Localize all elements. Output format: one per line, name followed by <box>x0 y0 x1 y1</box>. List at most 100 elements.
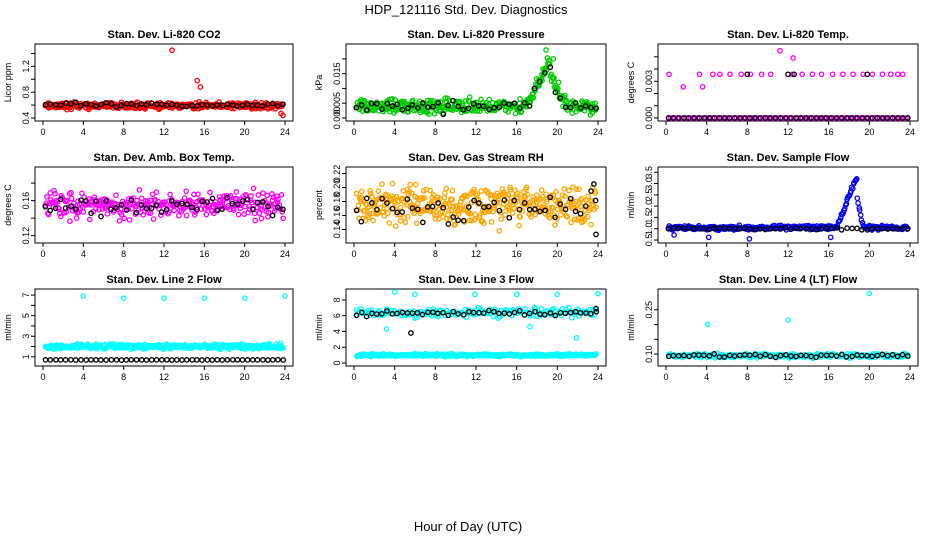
data-point <box>443 185 450 192</box>
x-tick-label: 4 <box>392 249 397 259</box>
y-tick-label: 0.20 <box>332 179 342 197</box>
data-point <box>167 191 173 198</box>
x-tick-label: 24 <box>593 127 603 137</box>
data-point <box>808 115 815 121</box>
data-point <box>485 203 492 210</box>
data-point <box>471 197 477 204</box>
data-point <box>690 225 697 232</box>
data-point <box>853 176 860 182</box>
series-dense <box>665 176 911 242</box>
y-tick-label: 6 <box>332 313 342 318</box>
data-point <box>150 216 157 222</box>
panel-line4: Stan. Dev. Line 4 (LT) Flow 0 4 8 12 16 20 24 0.… <box>626 274 919 382</box>
panel-title: Stan. Dev. Sample Flow <box>727 152 850 164</box>
data-point <box>695 352 702 358</box>
data-point <box>158 209 165 215</box>
data-point <box>389 103 396 109</box>
data-point <box>378 310 385 317</box>
data-point <box>445 221 452 227</box>
x-tick-label: 12 <box>471 249 481 259</box>
data-point <box>547 310 554 316</box>
data-point <box>757 115 764 121</box>
data-point <box>737 225 743 232</box>
y-tick-label: 8 <box>332 297 342 302</box>
data-point <box>393 193 400 200</box>
data-point <box>538 187 545 194</box>
x-tick-label: 4 <box>81 372 86 382</box>
data-point <box>542 70 548 76</box>
data-point <box>833 115 840 121</box>
data-point <box>379 181 385 187</box>
data-point <box>496 192 502 199</box>
data-point <box>435 313 441 320</box>
y-tick-label: 2 <box>332 345 342 350</box>
data-point <box>116 217 123 224</box>
data-point <box>138 101 145 107</box>
x-tick-label: 4 <box>704 127 709 137</box>
series-hourly <box>665 224 911 233</box>
data-point <box>849 225 855 232</box>
data-point <box>365 307 372 314</box>
data-point <box>491 104 498 111</box>
y-tick-label: 0.12 <box>21 227 31 245</box>
data-point <box>782 224 789 231</box>
data-point <box>496 207 503 214</box>
data-point <box>233 189 240 195</box>
data-point <box>777 47 783 54</box>
data-point <box>486 307 492 314</box>
y-tick-label: 0.22 <box>332 165 342 183</box>
data-point <box>353 207 360 214</box>
data-point <box>138 357 145 363</box>
y-tick-label: 0.4 <box>21 112 31 125</box>
x-tick-label: 4 <box>392 372 397 382</box>
data-point <box>856 207 863 213</box>
data-point <box>904 225 911 232</box>
data-point <box>381 212 388 219</box>
data-point <box>113 204 119 211</box>
data-point <box>280 215 287 222</box>
data-point <box>762 226 769 233</box>
data-point <box>264 192 271 199</box>
data-point <box>577 105 584 111</box>
data-point <box>252 217 259 224</box>
data-point <box>148 357 155 363</box>
data-point <box>803 352 809 359</box>
data-point <box>595 290 601 297</box>
data-point <box>168 198 175 204</box>
data-point <box>747 115 753 121</box>
data-point <box>358 102 365 108</box>
data-point <box>363 313 370 320</box>
x-tick-label: 8 <box>433 127 438 137</box>
data-point <box>704 321 711 328</box>
data-point <box>838 351 845 358</box>
panel-boxtemp: Stan. Dev. Amb. Box Temp. 0 4 8 12 16 20 24 0.12… <box>3 152 294 259</box>
data-point <box>209 195 216 202</box>
data-point <box>195 191 201 198</box>
data-point <box>407 181 414 188</box>
data-point <box>706 353 713 359</box>
data-point <box>366 210 373 217</box>
panel-title: Stan. Dev. Gas Stream RH <box>408 152 544 164</box>
panel-title: Stan. Dev. Amb. Box Temp. <box>94 152 235 164</box>
data-point <box>572 205 579 212</box>
data-point <box>864 352 870 359</box>
data-point <box>250 185 257 192</box>
x-tick-label: 20 <box>864 249 874 259</box>
y-axis-label: kPa <box>314 75 324 91</box>
data-point <box>557 95 564 101</box>
data-point <box>855 200 861 206</box>
data-point <box>52 190 58 197</box>
data-point <box>194 357 200 363</box>
data-point <box>696 71 703 78</box>
data-point <box>88 356 94 363</box>
data-point <box>818 225 825 232</box>
data-point <box>894 353 901 360</box>
data-point <box>562 193 568 200</box>
data-point <box>488 219 495 225</box>
data-point <box>53 356 59 363</box>
data-point <box>158 101 165 108</box>
y-tick-label: 4 <box>332 329 342 334</box>
data-point <box>757 226 763 232</box>
data-point <box>113 103 120 110</box>
data-point <box>113 192 119 199</box>
